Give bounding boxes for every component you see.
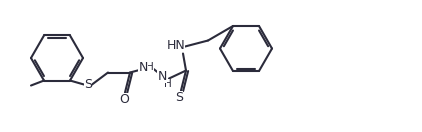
Text: O: O	[119, 93, 129, 106]
Text: S: S	[175, 91, 183, 104]
Text: N: N	[138, 61, 148, 74]
Text: S: S	[84, 78, 92, 91]
Text: N: N	[157, 70, 167, 83]
Text: H: H	[164, 79, 172, 89]
Text: H: H	[146, 62, 154, 72]
Text: HN: HN	[167, 39, 185, 52]
